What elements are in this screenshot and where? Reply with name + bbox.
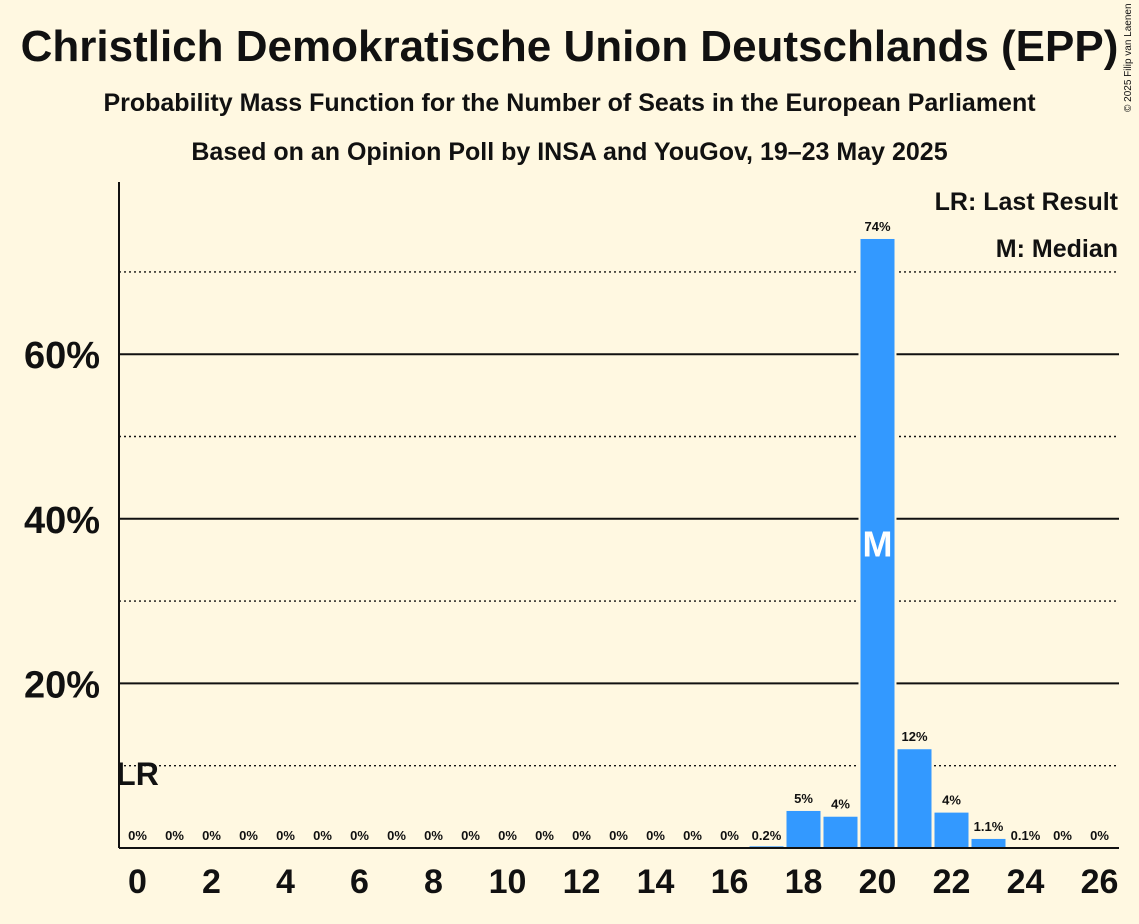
bar-value-label: 0% xyxy=(572,828,591,843)
bar-value-label: 5% xyxy=(794,791,813,806)
bars xyxy=(748,237,1045,848)
bar-value-label: 0% xyxy=(239,828,258,843)
bar-value-label: 0.2% xyxy=(752,828,782,843)
bar-value-label: 0% xyxy=(424,828,443,843)
x-tick-label: 12 xyxy=(563,863,601,901)
x-tick-label: 0 xyxy=(128,863,147,901)
y-tick-label: 60% xyxy=(24,335,100,377)
grid-lines xyxy=(119,272,1119,766)
legend-last-result: LR: Last Result xyxy=(935,188,1119,216)
x-tick-label: 20 xyxy=(859,863,897,901)
bar-value-label: 0% xyxy=(461,828,480,843)
x-tick-label: 8 xyxy=(424,863,443,901)
x-tick-label: 10 xyxy=(489,863,527,901)
x-tick-label: 16 xyxy=(711,863,749,901)
bar-value-label: 4% xyxy=(831,797,850,812)
bar-seats-23 xyxy=(972,839,1006,848)
y-tick-label: 20% xyxy=(24,664,100,706)
bar-value-label: 0% xyxy=(683,828,702,843)
bar-value-label: 0% xyxy=(313,828,332,843)
bar-value-label: 0% xyxy=(1090,828,1109,843)
bar-value-label: 4% xyxy=(942,793,961,808)
bar-value-label: 0% xyxy=(646,828,665,843)
bar-value-label: 0% xyxy=(350,828,369,843)
bar-seats-21 xyxy=(898,749,932,848)
median-marker: M xyxy=(863,523,893,564)
x-tick-label: 14 xyxy=(637,863,675,901)
bar-value-label: 0% xyxy=(387,828,406,843)
bar-value-label: 0% xyxy=(535,828,554,843)
x-tick-label: 24 xyxy=(1007,863,1045,901)
x-tick-label: 22 xyxy=(933,863,971,901)
bar-value-label: 0% xyxy=(165,828,184,843)
bar-value-label: 0% xyxy=(1053,828,1072,843)
x-tick-label: 4 xyxy=(276,863,295,901)
legend-median: M: Median xyxy=(996,235,1118,263)
bar-value-label: 0% xyxy=(720,828,739,843)
bar-seats-18 xyxy=(787,811,821,848)
bar-seats-22 xyxy=(935,813,969,848)
bar-labels: 0% 0% 0% 0% 0% 0% 0% 0% 0% 0% 0% 0% 0% 0% 0% 0% 0% 0.2% 5%… xyxy=(116,219,1109,843)
x-tick-label: 6 xyxy=(350,863,369,901)
x-tick-label: 18 xyxy=(785,863,823,901)
last-result-marker: LR xyxy=(116,756,159,792)
bar-value-label: 0% xyxy=(609,828,628,843)
bar-seats-19 xyxy=(824,817,858,848)
bar-value-label: 0% xyxy=(276,828,295,843)
bar-value-label: 1.1% xyxy=(974,819,1004,834)
bar-value-label: 0.1% xyxy=(1011,828,1041,843)
x-tick-label: 2 xyxy=(202,863,221,901)
bar-value-label: 12% xyxy=(901,729,927,744)
y-tick-label: 40% xyxy=(24,500,100,542)
bar-value-label: 74% xyxy=(864,219,890,234)
bar-value-label: 0% xyxy=(498,828,517,843)
bar-value-label: 0% xyxy=(128,828,147,843)
bar-value-label: 0% xyxy=(202,828,221,843)
x-tick-label: 26 xyxy=(1081,863,1119,901)
